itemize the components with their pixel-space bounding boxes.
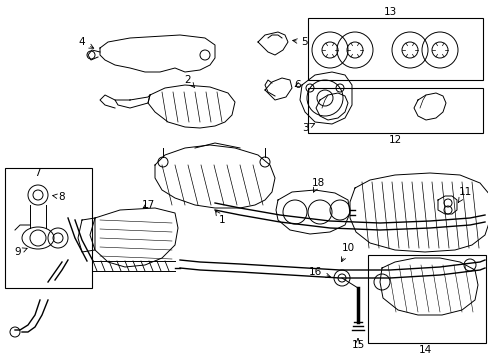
Text: 9: 9 <box>15 247 27 257</box>
Text: 10: 10 <box>341 243 354 262</box>
Text: 6: 6 <box>294 80 301 90</box>
Text: 1: 1 <box>215 211 225 225</box>
Text: 2: 2 <box>184 75 194 87</box>
Text: 13: 13 <box>383 7 396 17</box>
Bar <box>307 88 482 133</box>
Text: 7: 7 <box>34 168 40 178</box>
Text: 4: 4 <box>79 37 94 48</box>
Text: 5: 5 <box>292 37 307 47</box>
Text: 14: 14 <box>418 345 431 355</box>
Bar <box>367 255 485 343</box>
Text: 11: 11 <box>457 187 470 202</box>
Text: 18: 18 <box>311 178 324 192</box>
Text: 3: 3 <box>301 123 314 133</box>
Text: 17: 17 <box>141 200 154 210</box>
Bar <box>307 18 482 80</box>
Text: 16: 16 <box>308 267 330 278</box>
Text: 15: 15 <box>351 340 364 350</box>
Text: 8: 8 <box>53 192 65 202</box>
Bar <box>5 168 92 288</box>
Text: 12: 12 <box>387 135 401 145</box>
